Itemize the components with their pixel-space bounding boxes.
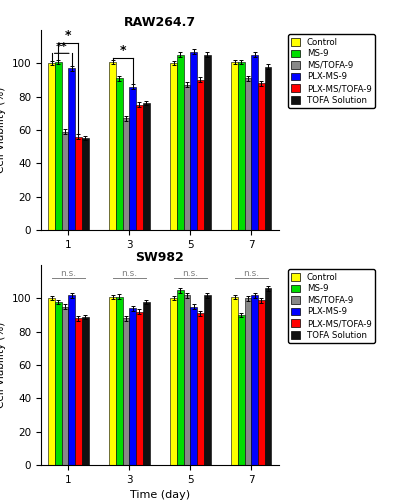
Bar [62,132,68,230]
Bar [251,55,257,230]
Bar [75,136,82,230]
Bar [231,62,237,230]
Bar [82,316,88,465]
Bar [264,66,271,230]
Legend: Control, MS-9, MS/TOFA-9, PLX-MS-9, PLX-MS/TOFA-9, TOFA Solution: Control, MS-9, MS/TOFA-9, PLX-MS-9, PLX-… [287,34,374,108]
Title: SW982: SW982 [135,251,184,264]
Bar [109,296,116,465]
X-axis label: Time (day): Time (day) [130,490,189,500]
Bar [142,302,149,465]
Title: RAW264.7: RAW264.7 [124,16,196,29]
Text: *: * [65,30,72,43]
Bar [55,62,62,230]
Bar [183,295,190,465]
Bar [136,105,142,230]
Bar [75,318,82,465]
Text: n.s.: n.s. [243,269,259,278]
Bar [129,86,136,230]
Bar [62,306,68,465]
Bar [116,78,122,230]
Bar [55,302,62,465]
Bar [190,306,197,465]
Bar [237,62,244,230]
Bar [48,64,55,230]
Bar [129,308,136,465]
Bar [116,296,122,465]
Text: n.s.: n.s. [121,269,137,278]
Bar [244,298,251,465]
Bar [48,298,55,465]
Bar [177,290,183,465]
Bar [257,300,264,465]
Bar [170,298,177,465]
Text: n.s.: n.s. [182,269,198,278]
Bar [257,84,264,230]
Bar [122,118,129,230]
Bar [183,85,190,230]
Bar [170,64,177,230]
Bar [251,295,257,465]
Bar [142,104,149,230]
Bar [237,315,244,465]
Y-axis label: Cell Viability (%): Cell Viability (%) [0,322,6,408]
Bar [109,62,116,230]
Bar [197,80,203,230]
Bar [190,52,197,230]
Bar [82,138,88,230]
Bar [122,318,129,465]
Bar [177,55,183,230]
Bar [231,296,237,465]
Y-axis label: Cell Viability (%): Cell Viability (%) [0,87,6,173]
Bar [264,288,271,465]
Text: n.s.: n.s. [60,269,76,278]
Bar [197,314,203,465]
Bar [136,312,142,465]
Text: **: ** [56,42,67,52]
Bar [68,295,75,465]
Bar [68,68,75,230]
Legend: Control, MS-9, MS/TOFA-9, PLX-MS-9, PLX-MS/TOFA-9, TOFA Solution: Control, MS-9, MS/TOFA-9, PLX-MS-9, PLX-… [287,270,374,343]
Text: *: * [119,44,126,57]
Bar [244,78,251,230]
Bar [203,55,210,230]
Bar [203,295,210,465]
